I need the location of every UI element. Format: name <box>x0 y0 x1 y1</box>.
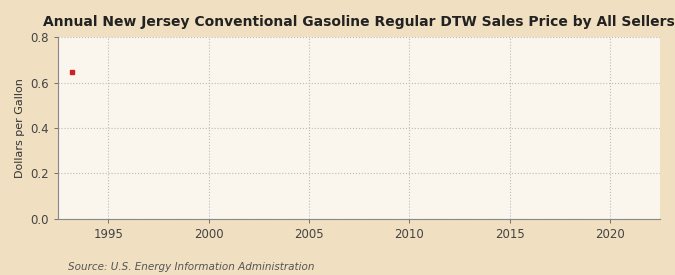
Y-axis label: Dollars per Gallon: Dollars per Gallon <box>15 78 25 178</box>
Text: Source: U.S. Energy Information Administration: Source: U.S. Energy Information Administ… <box>68 262 314 271</box>
Title: Annual New Jersey Conventional Gasoline Regular DTW Sales Price by All Sellers: Annual New Jersey Conventional Gasoline … <box>43 15 675 29</box>
